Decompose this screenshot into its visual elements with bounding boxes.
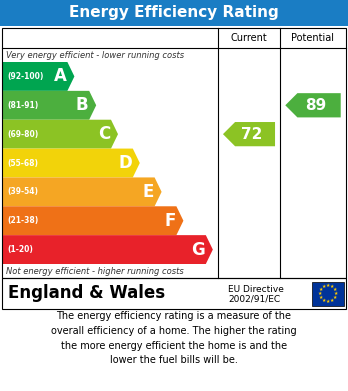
Polygon shape	[2, 91, 96, 120]
Text: ★: ★	[318, 291, 322, 296]
Text: 72: 72	[241, 127, 263, 142]
Text: ★: ★	[334, 291, 338, 296]
Text: (1-20): (1-20)	[7, 245, 33, 254]
Text: D: D	[118, 154, 132, 172]
Polygon shape	[2, 149, 140, 178]
Text: F: F	[164, 212, 175, 230]
Text: E: E	[142, 183, 153, 201]
Bar	[0, 0, 348, 26]
Text: England & Wales: England & Wales	[8, 285, 165, 303]
Polygon shape	[2, 206, 183, 235]
Text: C: C	[98, 125, 110, 143]
Text: ★: ★	[319, 287, 323, 292]
Text: ★: ★	[326, 299, 330, 304]
Text: ★: ★	[322, 284, 326, 289]
Text: (69-80): (69-80)	[7, 130, 38, 139]
Polygon shape	[2, 120, 118, 149]
Text: Potential: Potential	[292, 33, 334, 43]
Text: (55-68): (55-68)	[7, 158, 38, 167]
Text: (92-100): (92-100)	[7, 72, 44, 81]
Text: EU Directive: EU Directive	[228, 285, 284, 294]
Polygon shape	[285, 93, 341, 117]
Text: (81-91): (81-91)	[7, 101, 38, 110]
Text: ★: ★	[333, 287, 337, 292]
Text: ★: ★	[326, 283, 330, 288]
Bar	[2, 28, 346, 278]
Text: G: G	[191, 240, 205, 258]
Text: 2002/91/EC: 2002/91/EC	[228, 294, 280, 303]
Text: ★: ★	[330, 298, 334, 303]
Text: Not energy efficient - higher running costs: Not energy efficient - higher running co…	[6, 267, 184, 276]
Text: (39-54): (39-54)	[7, 187, 38, 196]
Text: A: A	[54, 67, 66, 85]
Text: The energy efficiency rating is a measure of the
overall efficiency of a home. T: The energy efficiency rating is a measur…	[51, 311, 297, 366]
Text: 89: 89	[306, 98, 327, 113]
Text: Very energy efficient - lower running costs: Very energy efficient - lower running co…	[6, 50, 184, 59]
Polygon shape	[2, 178, 161, 206]
Text: B: B	[76, 96, 88, 114]
Text: ★: ★	[330, 284, 334, 289]
Text: ★: ★	[322, 298, 326, 303]
Polygon shape	[2, 62, 74, 91]
Text: ★: ★	[319, 295, 323, 300]
Text: (21-38): (21-38)	[7, 216, 38, 225]
Text: ★: ★	[333, 295, 337, 300]
Bar	[2, 278, 346, 309]
Text: Current: Current	[231, 33, 267, 43]
Polygon shape	[223, 122, 275, 146]
Bar	[312, 282, 344, 305]
Polygon shape	[2, 235, 213, 264]
Text: Energy Efficiency Rating: Energy Efficiency Rating	[69, 5, 279, 20]
